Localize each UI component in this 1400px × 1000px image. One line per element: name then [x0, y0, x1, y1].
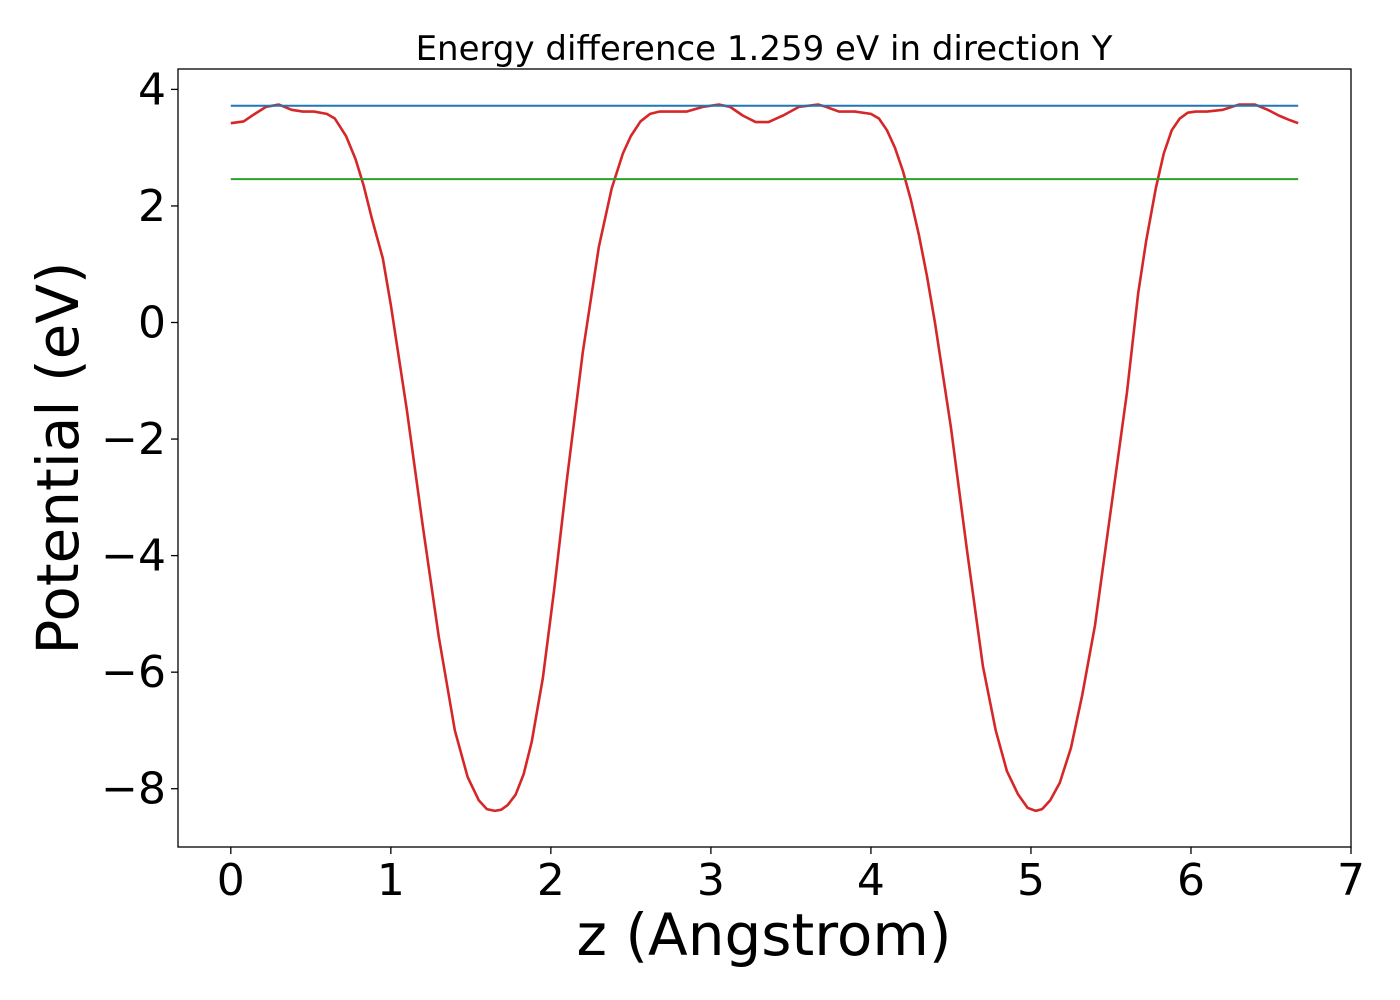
y-axis-ticks: −8 −6 −4 −2 0 2 4: [101, 64, 178, 815]
chart-title: Energy difference 1.259 eV in direction …: [416, 29, 1113, 69]
x-tick-label: 6: [1177, 855, 1205, 906]
x-axis-label: z (Angstrom): [577, 901, 952, 969]
y-tick-label: 0: [138, 298, 166, 349]
y-tick-label: −2: [101, 414, 166, 465]
y-tick-label: −8: [101, 764, 166, 815]
series-line-1: [230, 103, 1299, 813]
x-tick-label: 4: [857, 855, 885, 906]
x-tick-label: 0: [217, 855, 245, 906]
y-tick-label: 2: [138, 181, 166, 232]
y-tick-label: −6: [101, 647, 166, 698]
x-axis-ticks: 0 1 2 3 4 5 6 7: [217, 847, 1365, 906]
x-tick-label: 2: [537, 855, 565, 906]
x-tick-label: 3: [697, 855, 725, 906]
y-tick-label: 4: [138, 64, 166, 115]
x-tick-label: 7: [1337, 855, 1365, 906]
series-layer: [230, 103, 1299, 813]
plot-frame: [177, 68, 1352, 848]
x-tick-label: 1: [377, 855, 405, 906]
plot-background: [178, 69, 1351, 847]
y-tick-label: −4: [101, 531, 166, 582]
y-axis-label: Potential (eV): [24, 261, 92, 654]
x-tick-label: 5: [1017, 855, 1045, 906]
